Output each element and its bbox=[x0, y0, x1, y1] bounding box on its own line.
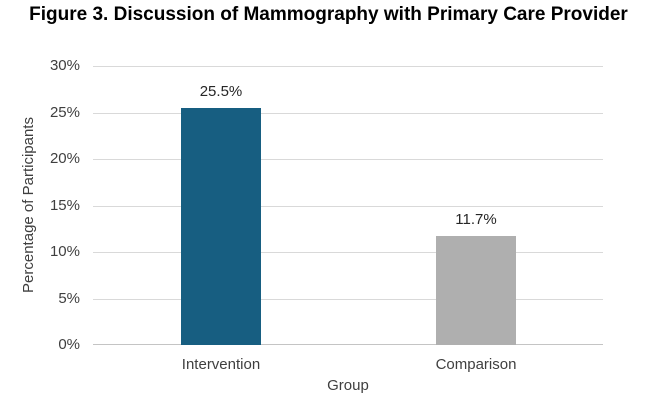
gridline-15pct bbox=[93, 206, 603, 207]
plot-area: 25.5% 11.7% bbox=[93, 66, 603, 345]
bar-comparison bbox=[436, 236, 516, 345]
gridline-30pct bbox=[93, 66, 603, 67]
ytick-label-15: 15% bbox=[49, 197, 80, 214]
value-label-intervention: 25.5% bbox=[199, 83, 243, 100]
gridline-25pct bbox=[93, 113, 603, 114]
bar-intervention bbox=[181, 108, 261, 345]
ytick-label-10: 10% bbox=[49, 243, 80, 260]
xtick-label-intervention: Intervention bbox=[181, 356, 261, 373]
ytick-label-25: 25% bbox=[49, 104, 80, 121]
gridline-20pct bbox=[93, 159, 603, 160]
xtick-label-comparison: Comparison bbox=[435, 356, 517, 373]
x-axis-line bbox=[93, 344, 603, 345]
x-axis-title: Group bbox=[327, 377, 369, 394]
gridline-5pct bbox=[93, 299, 603, 300]
ytick-label-5: 5% bbox=[58, 290, 80, 307]
gridline-10pct bbox=[93, 252, 603, 253]
ytick-label-0: 0% bbox=[58, 336, 80, 353]
chart-title: Figure 3. Discussion of Mammography with… bbox=[29, 4, 628, 25]
value-label-comparison: 11.7% bbox=[455, 211, 497, 228]
ytick-label-30: 30% bbox=[49, 57, 80, 74]
ytick-label-20: 20% bbox=[49, 150, 80, 167]
